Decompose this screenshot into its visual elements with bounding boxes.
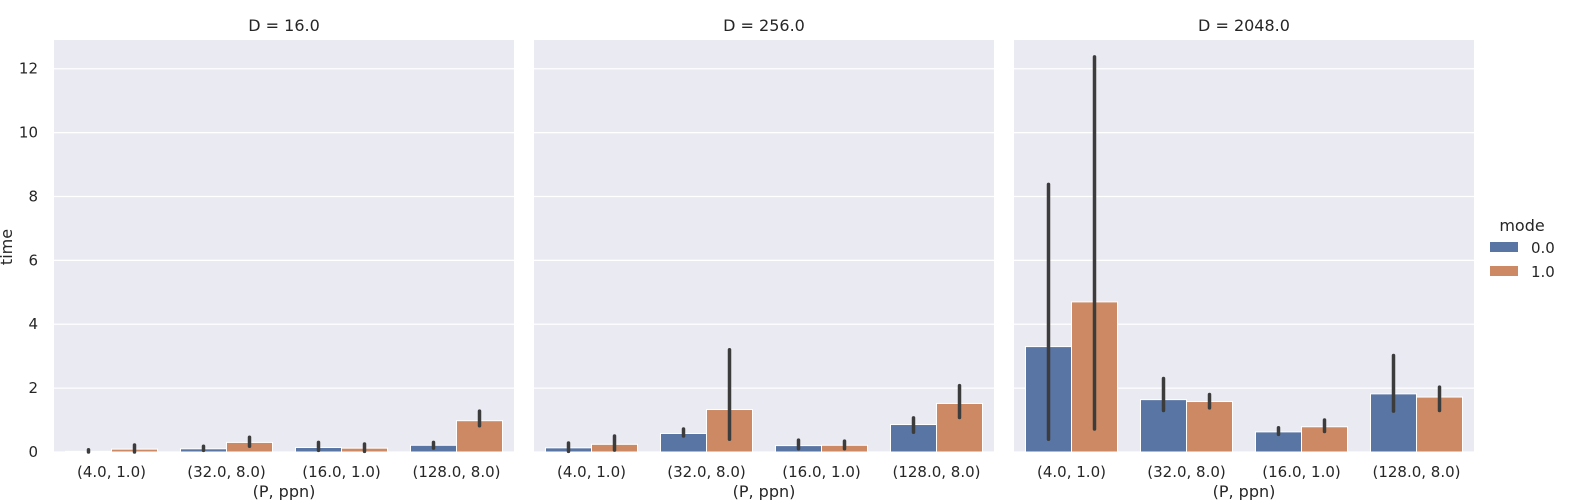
x-tick-label: (128.0, 8.0)	[892, 463, 980, 481]
y-tick-label: 10	[19, 124, 38, 142]
panel-background	[534, 40, 994, 452]
y-tick-label: 6	[28, 251, 38, 269]
x-axis-label: (P, ppn)	[253, 482, 316, 500]
legend-label-mode-1: 1.0	[1531, 263, 1555, 281]
y-tick-label: 8	[28, 187, 38, 205]
y-tick-label: 0	[28, 443, 38, 461]
panel-1: D = 256.0 (4.0, 1.0) (32.0, 8.0) (16.0, 1.0…	[534, 16, 994, 500]
x-tick-label: (32.0, 8.0)	[187, 463, 266, 481]
panel-title: D = 256.0	[723, 16, 805, 35]
x-axis-label: (P, ppn)	[733, 482, 796, 500]
legend-swatch-mode-1	[1490, 266, 1518, 276]
legend-swatch-mode-0	[1490, 242, 1518, 252]
y-axis-label: time	[0, 229, 16, 265]
x-tick-label: (128.0, 8.0)	[412, 463, 500, 481]
panel-0: D = 16.0 (4.0, 1.0) (32.0, 8.0) (16.0, 1.0)…	[19, 16, 514, 500]
legend: mode 0.0 1.0	[1490, 216, 1555, 281]
legend-label-mode-0: 0.0	[1531, 239, 1555, 257]
bar-mode-1.0	[1186, 401, 1233, 453]
panel-title: D = 16.0	[248, 16, 320, 35]
x-axis-label: (P, ppn)	[1213, 482, 1276, 500]
panel-background	[54, 40, 514, 452]
panel-2: D = 2048.0 (4.0, 1.0) (32.0, 8.0) (16.0, 1.…	[1014, 16, 1474, 500]
x-tick-label: (16.0, 1.0)	[782, 463, 861, 481]
x-tick-label: (16.0, 1.0)	[302, 463, 381, 481]
legend-title: mode	[1499, 216, 1544, 235]
x-tick-label: (4.0, 1.0)	[1037, 463, 1106, 481]
y-tick-label: 2	[28, 379, 38, 397]
x-tick-label: (4.0, 1.0)	[557, 463, 626, 481]
y-tick-label: 12	[19, 60, 38, 78]
x-tick-label: (32.0, 8.0)	[1147, 463, 1226, 481]
x-tick-label: (128.0, 8.0)	[1372, 463, 1460, 481]
x-tick-label: (16.0, 1.0)	[1262, 463, 1341, 481]
y-tick-label: 4	[28, 315, 38, 333]
chart-panels: D = 16.0 (4.0, 1.0) (32.0, 8.0) (16.0, 1.0)…	[19, 16, 1474, 500]
x-tick-label: (4.0, 1.0)	[77, 463, 146, 481]
x-tick-label: (32.0, 8.0)	[667, 463, 746, 481]
panel-title: D = 2048.0	[1198, 16, 1290, 35]
